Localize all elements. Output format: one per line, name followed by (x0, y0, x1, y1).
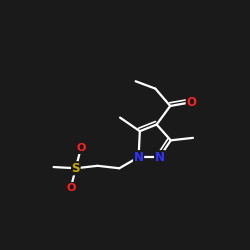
Text: N: N (154, 151, 164, 164)
Text: O: O (76, 144, 86, 154)
Text: O: O (186, 96, 196, 109)
Text: N: N (134, 151, 143, 164)
Text: O: O (66, 182, 76, 192)
Text: S: S (72, 162, 80, 175)
